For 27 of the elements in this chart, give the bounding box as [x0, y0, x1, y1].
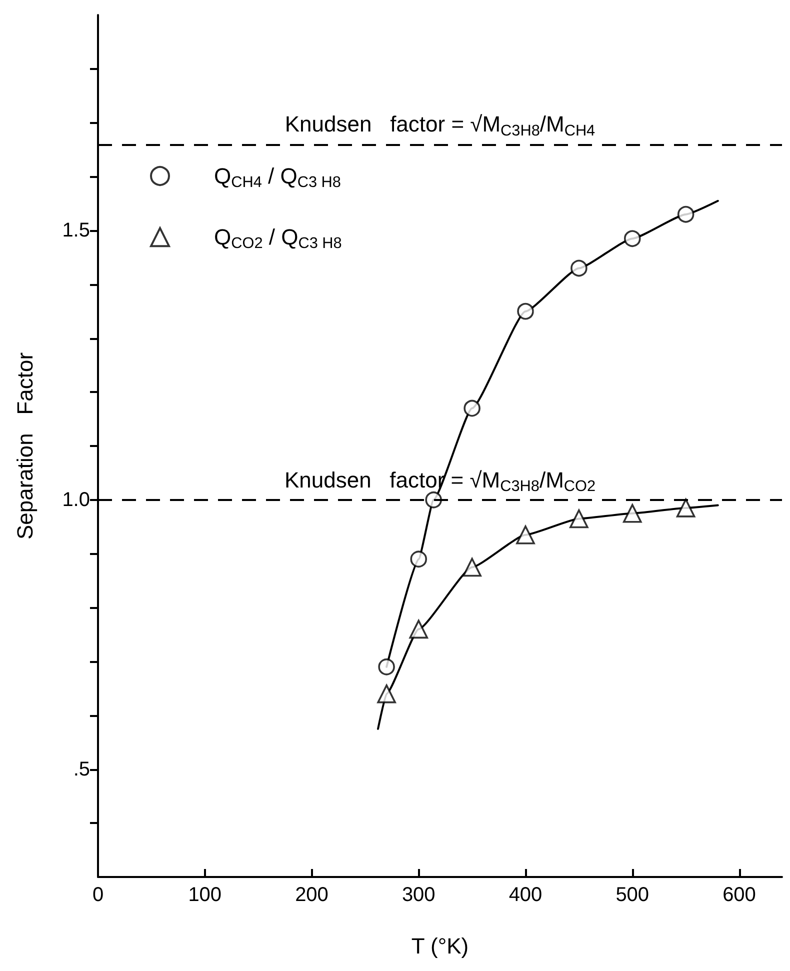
x-tick-label: 400 — [508, 884, 542, 906]
point — [624, 230, 641, 247]
x-tick-label: 100 — [188, 884, 222, 906]
y-tick-label: .5 — [73, 758, 90, 780]
x-axis-title: T (°K) — [411, 934, 469, 958]
y-axis-title: Separation Factor — [12, 352, 38, 540]
point — [464, 400, 480, 417]
point — [377, 684, 396, 704]
point — [677, 206, 694, 223]
point — [517, 302, 534, 320]
y-tick-label: 1.5 — [62, 220, 90, 242]
point — [570, 509, 588, 528]
point — [570, 260, 588, 277]
point — [410, 550, 428, 568]
point — [378, 658, 395, 676]
point — [622, 504, 642, 523]
y-tick-label: 1.0 — [62, 488, 90, 511]
point — [409, 620, 428, 639]
x-tick-label: 300 — [402, 884, 436, 906]
point — [516, 525, 535, 544]
x-tick-label: 500 — [616, 884, 650, 906]
x-tick-label: 0 — [92, 884, 104, 906]
point — [462, 558, 482, 577]
point — [676, 498, 696, 518]
x-tick-label: 600 — [722, 884, 756, 906]
point — [425, 491, 442, 508]
x-tick-label: 200 — [295, 884, 328, 906]
